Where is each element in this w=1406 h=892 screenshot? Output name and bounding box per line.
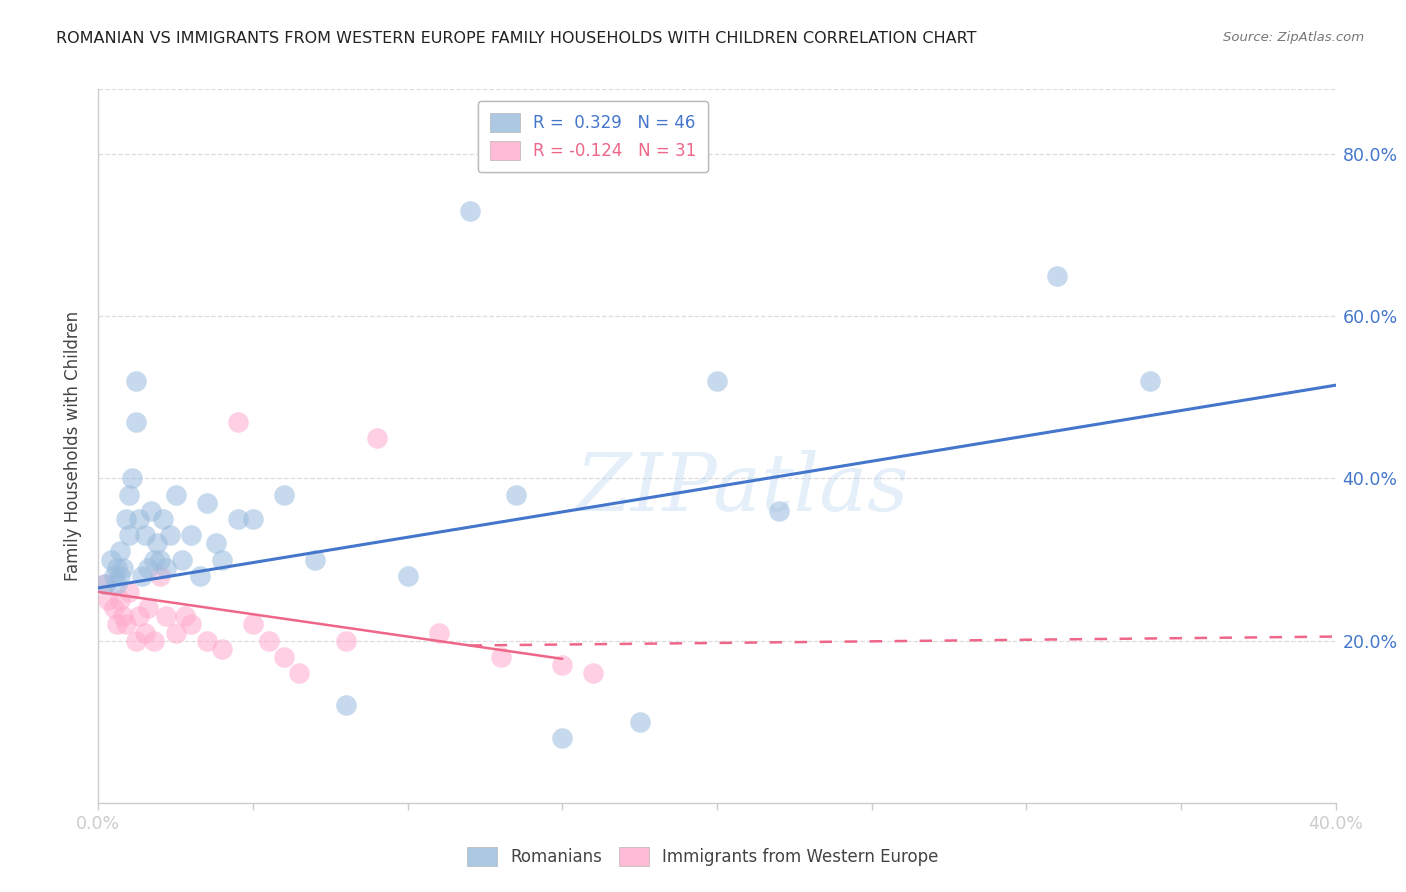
Point: [273, 649, 295, 664]
Point: [190, 568, 212, 582]
Point: [103, 568, 125, 582]
Point: [768, 504, 790, 518]
Point: [149, 552, 172, 566]
Legend: Romanians, Immigrants from Western Europe: Romanians, Immigrants from Western Europ…: [458, 838, 948, 875]
Point: [242, 512, 264, 526]
Point: [551, 657, 574, 672]
Point: [112, 609, 135, 624]
Point: [288, 666, 311, 681]
Point: [143, 633, 166, 648]
Point: [226, 415, 249, 429]
Point: [582, 666, 605, 681]
Point: [108, 544, 131, 558]
Point: [100, 552, 122, 566]
Point: [155, 609, 177, 624]
Point: [396, 568, 419, 582]
Y-axis label: Family Households with Children: Family Households with Children: [65, 311, 83, 581]
Point: [165, 625, 187, 640]
Point: [706, 374, 728, 388]
Point: [211, 641, 233, 656]
Point: [211, 552, 233, 566]
Point: [124, 415, 146, 429]
Point: [105, 560, 128, 574]
Point: [108, 568, 131, 582]
Point: [136, 601, 159, 615]
Point: [1046, 268, 1069, 283]
Point: [97, 593, 120, 607]
Text: ZIPatlas: ZIPatlas: [575, 450, 908, 527]
Point: [128, 512, 150, 526]
Point: [366, 431, 388, 445]
Point: [105, 617, 128, 632]
Point: [115, 512, 138, 526]
Text: Source: ZipAtlas.com: Source: ZipAtlas.com: [1223, 31, 1364, 45]
Point: [146, 536, 169, 550]
Point: [273, 488, 295, 502]
Text: ROMANIAN VS IMMIGRANTS FROM WESTERN EUROPE FAMILY HOUSEHOLDS WITH CHILDREN CORRE: ROMANIAN VS IMMIGRANTS FROM WESTERN EURO…: [56, 31, 977, 46]
Point: [165, 488, 187, 502]
Point: [180, 528, 202, 542]
Point: [152, 512, 174, 526]
Point: [136, 560, 159, 574]
Point: [226, 512, 249, 526]
Point: [143, 552, 166, 566]
Point: [93, 577, 115, 591]
Point: [121, 471, 143, 485]
Point: [505, 488, 527, 502]
Point: [155, 560, 177, 574]
Point: [180, 617, 202, 632]
Point: [124, 633, 146, 648]
Point: [103, 601, 125, 615]
Point: [335, 633, 357, 648]
Point: [112, 560, 135, 574]
Point: [458, 203, 481, 218]
Point: [131, 568, 153, 582]
Legend: R =  0.329   N = 46, R = -0.124   N = 31: R = 0.329 N = 46, R = -0.124 N = 31: [478, 101, 707, 172]
Point: [335, 698, 357, 713]
Point: [105, 577, 128, 591]
Point: [115, 617, 138, 632]
Point: [134, 528, 156, 542]
Point: [242, 617, 264, 632]
Point: [124, 374, 146, 388]
Point: [128, 609, 150, 624]
Point: [118, 528, 141, 542]
Point: [427, 625, 450, 640]
Point: [551, 731, 574, 745]
Point: [159, 528, 181, 542]
Point: [118, 585, 141, 599]
Point: [1139, 374, 1161, 388]
Point: [118, 488, 141, 502]
Point: [257, 633, 280, 648]
Point: [205, 536, 228, 550]
Point: [195, 633, 218, 648]
Point: [628, 714, 651, 729]
Point: [134, 625, 156, 640]
Point: [149, 568, 172, 582]
Point: [304, 552, 326, 566]
Point: [170, 552, 193, 566]
Point: [195, 496, 218, 510]
Point: [174, 609, 197, 624]
Point: [489, 649, 512, 664]
Point: [108, 593, 131, 607]
Point: [139, 504, 162, 518]
Point: [93, 577, 115, 591]
